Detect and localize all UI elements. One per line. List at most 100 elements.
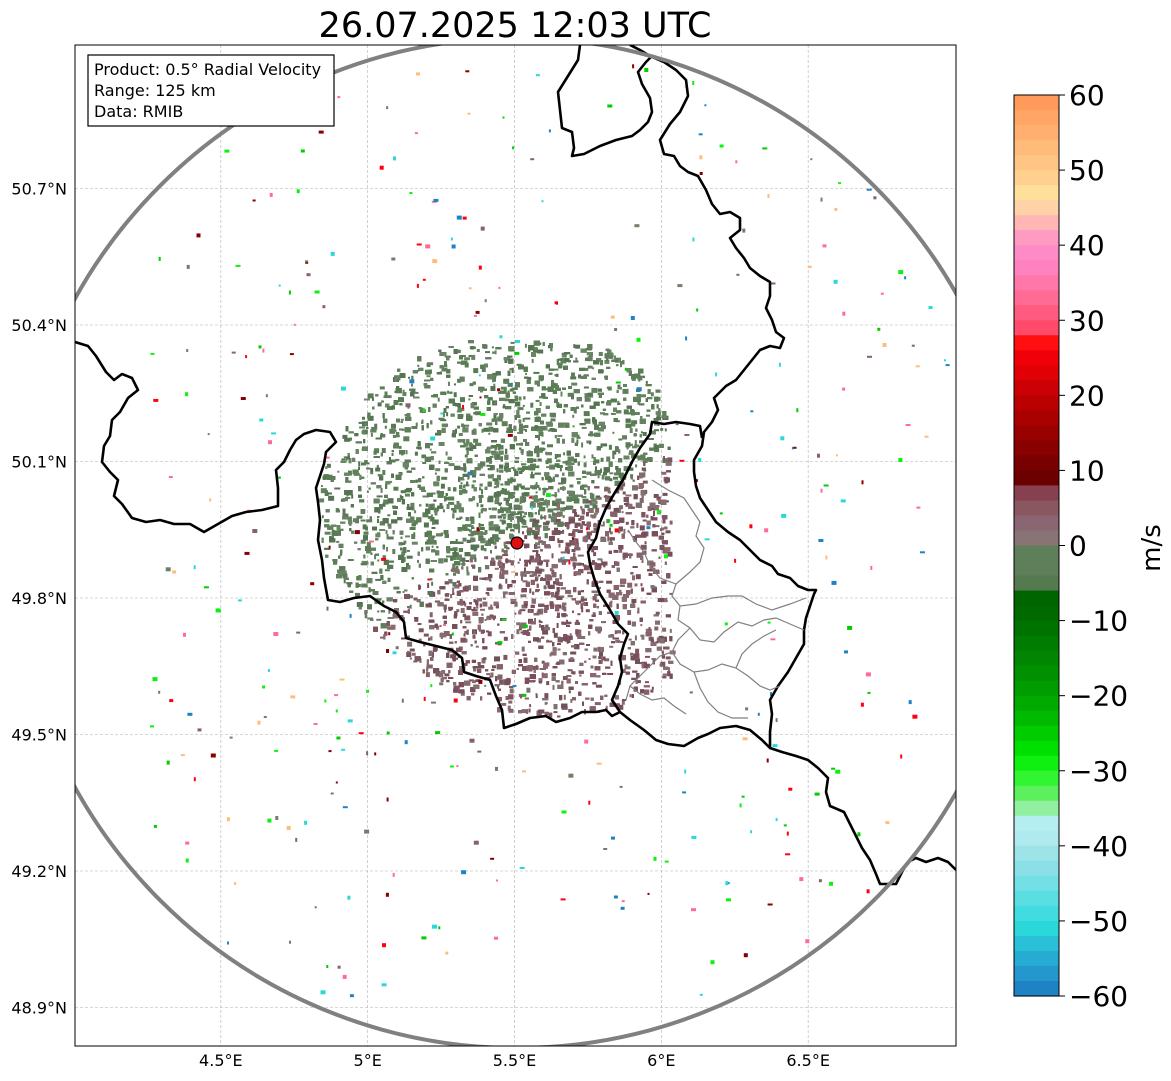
colorbar-band: [1014, 515, 1059, 532]
lon-tick-label: 5.5°E: [493, 1051, 537, 1070]
colorbar-band: [1014, 350, 1059, 366]
colorbar-band: [1014, 620, 1059, 637]
colorbar-tick-label: 10: [1069, 454, 1105, 487]
colorbar-band: [1014, 260, 1059, 276]
lat-tick-label: 50.7°N: [11, 180, 67, 199]
lat-tick-label: 49.2°N: [11, 862, 67, 881]
colorbar-band: [1014, 815, 1059, 832]
colorbar-band: [1014, 365, 1059, 381]
lon-tick-label: 6.5°E: [786, 1051, 830, 1070]
colorbar-band: [1014, 95, 1059, 111]
colorbar-band: [1014, 770, 1059, 787]
colorbar-band: [1014, 320, 1059, 336]
colorbar-band: [1014, 575, 1059, 592]
colorbar-band: [1014, 860, 1059, 877]
colorbar-band: [1014, 470, 1059, 487]
colorbar-band: [1014, 905, 1059, 922]
colorbar-tick-label: 60: [1069, 79, 1105, 112]
colorbar-band: [1014, 830, 1059, 847]
colorbar-band: [1014, 890, 1059, 907]
colorbar-tick-label: 30: [1069, 304, 1105, 337]
colorbar-band: [1014, 980, 1059, 997]
colorbar-band: [1014, 305, 1059, 321]
colorbar-band: [1014, 170, 1059, 186]
colorbar-band: [1014, 230, 1059, 246]
colorbar-band: [1014, 245, 1059, 261]
country-border-belgium-france: [75, 340, 621, 730]
colorbar-tick-label: 0: [1069, 530, 1087, 563]
colorbar-band: [1014, 155, 1059, 171]
colorbar-tick-label: 40: [1069, 229, 1105, 262]
colorbar-tick-label: 20: [1069, 379, 1105, 412]
admin-borders: [625, 479, 807, 719]
colorbar-band: [1014, 125, 1059, 141]
info-data-source: Data: RMIB: [94, 102, 183, 121]
lon-tick-label: 5°E: [354, 1051, 382, 1070]
colorbar-band: [1014, 920, 1059, 937]
colorbar-band: [1014, 635, 1059, 652]
colorbar-band: [1014, 950, 1059, 967]
lat-tick-label: 50.1°N: [11, 453, 67, 472]
colorbar-band: [1014, 500, 1059, 517]
colorbar-band: [1014, 410, 1059, 426]
colorbar-band: [1014, 590, 1059, 607]
lat-tick-label: 48.9°N: [11, 999, 67, 1018]
country-border-germany-france: [769, 746, 956, 886]
colorbar-band: [1014, 680, 1059, 697]
lon-tick-label: 6°E: [647, 1051, 675, 1070]
colorbar-tick-label: −20: [1069, 680, 1128, 713]
info-box: Product: 0.5° Radial Velocity Range: 125…: [87, 54, 335, 127]
colorbar-band: [1014, 965, 1059, 982]
colorbar-tick-label: −50: [1069, 905, 1128, 938]
colorbar-band: [1014, 440, 1059, 456]
colorbar-band: [1014, 530, 1059, 547]
velocity-colorbar: 60 50 40 30 20 10 0 −10 −20 −30 −40 −50 −60: [1013, 79, 1128, 1013]
colorbar-tick-label: 50: [1069, 154, 1105, 187]
lat-tick-label: 49.5°N: [11, 726, 67, 745]
lat-tick-label: 50.4°N: [11, 316, 67, 335]
colorbar-band: [1014, 425, 1059, 441]
colorbar-tick-label: −30: [1069, 755, 1128, 788]
colorbar-band: [1014, 875, 1059, 892]
country-border-north: [556, 45, 654, 158]
colorbar-band: [1014, 710, 1059, 727]
colorbar-band: [1014, 800, 1059, 817]
colorbar-tick-label: −40: [1069, 830, 1128, 863]
map-tick-labels: 4.5°E 5°E 5.5°E 6°E 6.5°E 50.7°N 50.4°N 50.1°N 4…: [11, 180, 830, 1071]
colorbar-tick-label: −60: [1069, 980, 1128, 1013]
country-border-luxembourg: [619, 45, 818, 750]
colorbar-band: [1014, 485, 1059, 502]
colorbar-band: [1014, 650, 1059, 667]
colorbar-band: [1014, 110, 1059, 126]
colorbar-band: [1014, 275, 1059, 291]
map-frame: [74, 44, 957, 1047]
colorbar-band: [1014, 605, 1059, 622]
colorbar-band: [1014, 140, 1059, 156]
map-borders: [75, 45, 956, 886]
colorbar-band: [1014, 725, 1059, 742]
colorbar-band: [1014, 695, 1059, 712]
colorbar-band: [1014, 395, 1059, 411]
colorbar-tick-label: −10: [1069, 605, 1128, 638]
colorbar-band: [1014, 200, 1059, 216]
lat-tick-label: 49.8°N: [11, 589, 67, 608]
colorbar-band: [1014, 545, 1059, 577]
colorbar-band: [1014, 665, 1059, 682]
lon-tick-label: 4.5°E: [199, 1051, 243, 1070]
info-range: Range: 125 km: [94, 81, 216, 100]
plot-title: 26.07.2025 12:03 UTC: [318, 6, 712, 46]
country-border-luxembourg-belgium: [586, 420, 704, 713]
colorbar-band: [1014, 290, 1059, 306]
radar-site-marker: [510, 536, 524, 550]
colorbar-band: [1014, 380, 1059, 396]
colorbar-band: [1014, 740, 1059, 757]
colorbar-band: [1014, 455, 1059, 472]
colorbar-band: [1014, 335, 1059, 351]
info-product: Product: 0.5° Radial Velocity: [94, 60, 321, 79]
velocity-echoes: [150, 64, 950, 998]
colorbar-band: [1014, 215, 1059, 231]
colorbar-band: [1014, 935, 1059, 952]
colorbar-band: [1014, 755, 1059, 772]
